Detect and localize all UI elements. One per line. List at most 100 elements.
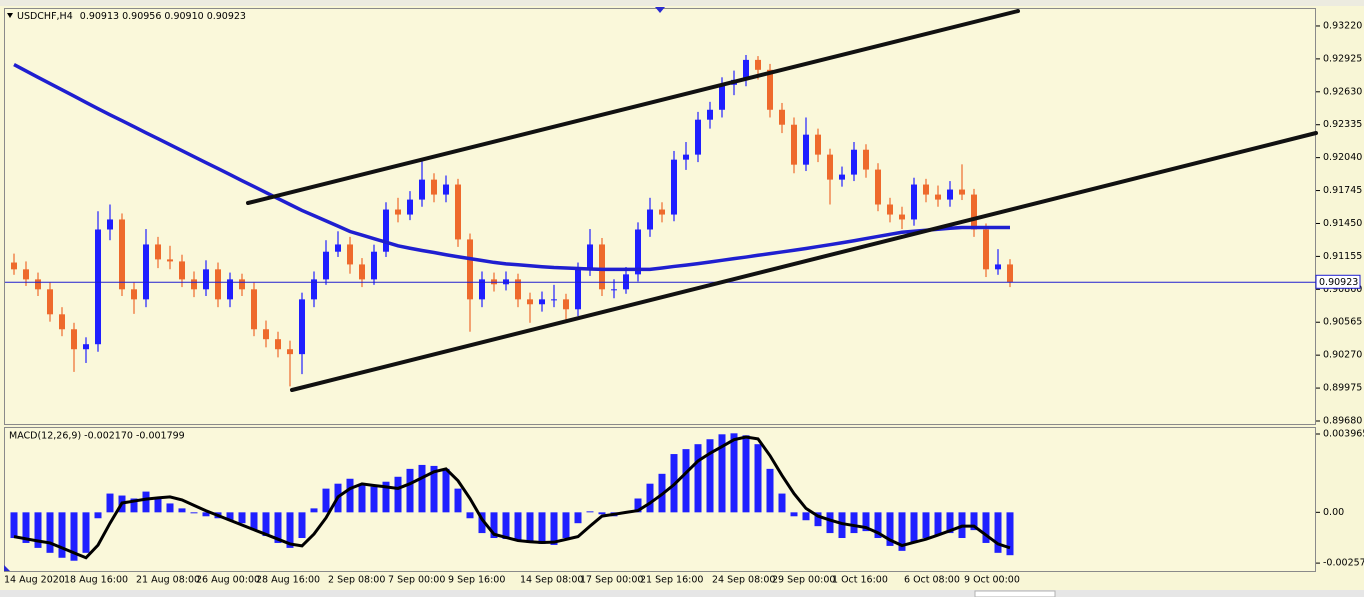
macd-bar: [106, 493, 114, 513]
macd-bar: [178, 508, 186, 513]
macd-header: MACD(12,26,9) -0.002170 -0.001799: [9, 431, 185, 442]
candle-body: [119, 219, 125, 290]
y-tick-label: 0.89975: [1323, 383, 1362, 394]
y-tick-label: 0.91450: [1323, 218, 1362, 229]
macd-bar: [850, 512, 858, 534]
candle-body: [971, 194, 977, 230]
candle-body: [59, 314, 65, 330]
price-header: USDCHF,H4 0.90913 0.90956 0.90910 0.9092…: [17, 11, 246, 22]
macd-bar: [934, 512, 942, 536]
candle-body: [455, 184, 461, 240]
price-pane: [4, 8, 1316, 425]
macd-bar: [874, 512, 882, 539]
y-tick-label: 0.92925: [1323, 53, 1362, 64]
candle-body: [671, 159, 677, 215]
macd-bar: [826, 512, 834, 534]
candle-body: [935, 194, 941, 200]
candle-body: [563, 299, 569, 310]
x-tick-label: 14 Aug 2020: [4, 575, 65, 586]
candle-body: [659, 209, 665, 215]
macd-bar: [274, 512, 282, 543]
macd-bar: [730, 433, 738, 513]
candle-body: [887, 204, 893, 215]
candle-body: [695, 119, 701, 155]
x-tick-label: 21 Aug 08:00: [136, 575, 200, 586]
macd-bar: [430, 465, 438, 513]
candle-body: [923, 184, 929, 195]
candle-body: [95, 229, 101, 345]
y-tick-label: 0.00: [1323, 507, 1344, 518]
candle-body: [983, 229, 989, 270]
macd-bar: [490, 512, 498, 539]
macd-bar: [406, 468, 414, 513]
macd-bar: [970, 512, 978, 531]
candle-body: [11, 262, 17, 270]
quote: 0.90913 0.90956 0.90910 0.90923: [80, 11, 246, 22]
macd-bar: [46, 512, 54, 553]
macd-bar: [682, 449, 690, 513]
bottom-strip: [0, 590, 1364, 597]
macd-bar: [994, 512, 1002, 553]
y-tick-label: 0.90860: [1323, 284, 1362, 295]
channel-lower: [290, 131, 1318, 392]
macd-bar: [382, 481, 390, 513]
candle-body: [899, 214, 905, 220]
macd-bar: [262, 512, 270, 537]
macd-bar: [154, 498, 162, 513]
macd-bar: [22, 512, 30, 543]
y-tick-label: 0.003965: [1323, 429, 1364, 440]
macd-bar: [226, 512, 234, 521]
label-layer: 0.93220 0.92925 0.92630 0.92335 0.92040 0.917…: [4, 20, 1364, 585]
x-tick-label: 26 Aug 00:00: [196, 575, 260, 586]
macd-bar: [574, 512, 582, 524]
macd-bar: [838, 512, 846, 539]
macd-bar: [718, 434, 726, 513]
candle-body: [131, 289, 137, 300]
header-arrow: [7, 13, 13, 18]
macd-bar: [766, 468, 774, 513]
macd-bar: [94, 512, 102, 519]
x-tick-label: 24 Sep 08:00: [712, 575, 775, 586]
y-tick-label: 0.90565: [1323, 317, 1362, 328]
candle-body: [443, 184, 449, 195]
macd-bar: [526, 512, 534, 543]
candle-body: [83, 344, 89, 350]
macd-bar: [910, 512, 918, 543]
candle-body: [191, 279, 197, 290]
candle-body: [539, 299, 545, 305]
macd-bar: [346, 478, 354, 513]
macd-bar: [286, 512, 294, 548]
macd-bar: [886, 512, 894, 546]
macd-bar: [562, 512, 570, 539]
y-tick-label: 0.89680: [1323, 415, 1362, 426]
price-label-box: [1315, 274, 1361, 289]
candle-body: [719, 84, 725, 110]
candle-body: [755, 59, 761, 70]
macd-bar: [694, 444, 702, 513]
candle-body: [791, 124, 797, 165]
candle-body: [395, 209, 401, 215]
candle-body: [311, 279, 317, 300]
macd-bar: [598, 512, 606, 515]
candle-body: [587, 244, 593, 270]
candle-body: [203, 269, 209, 290]
macd-bar: [862, 512, 870, 532]
macd-bar: [34, 512, 42, 548]
candle-body: [431, 179, 437, 195]
x-tick-label: 17 Sep 00:00: [580, 575, 643, 586]
candle-body: [767, 69, 773, 110]
macd-bar: [550, 512, 558, 545]
macd-bar: [706, 439, 714, 513]
y-tick-label: 0.92040: [1323, 152, 1362, 163]
y-tick-label: -0.00257: [1323, 558, 1364, 569]
candle-body: [239, 279, 245, 290]
y-tick-label: 0.93220: [1323, 20, 1362, 31]
plot-layer: [5, 54, 1316, 561]
y-tick-label: 0.91745: [1323, 185, 1362, 196]
candle-body: [107, 219, 113, 230]
candle-body: [347, 244, 353, 265]
candle-body: [635, 229, 641, 275]
